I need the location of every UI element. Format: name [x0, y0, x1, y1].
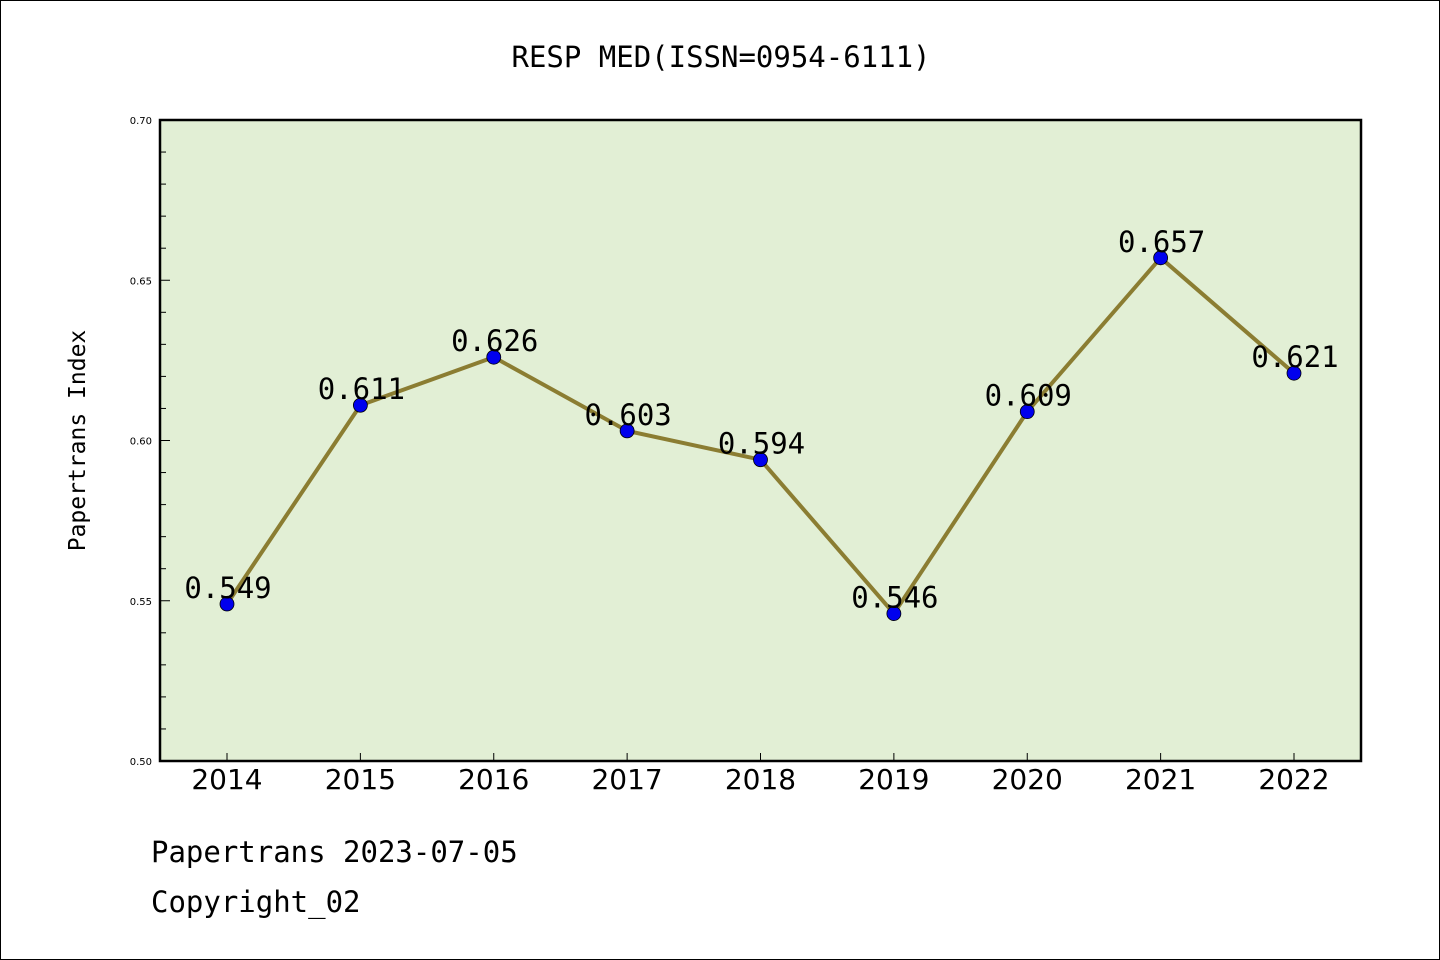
data-label: 0.594 [718, 427, 805, 461]
data-label: 0.549 [184, 571, 271, 605]
data-label: 0.621 [1251, 340, 1338, 374]
data-point-marker [1153, 250, 1169, 266]
y-axis-label: Papertrans Index [65, 330, 91, 552]
data-point-marker [1019, 404, 1035, 420]
x-tick-label: 2014 [191, 763, 262, 796]
data-label: 0.546 [851, 581, 938, 615]
data-point-marker [219, 596, 235, 612]
plot-area [160, 120, 1361, 761]
y-tick-label: 0.50 [130, 757, 152, 768]
data-label: 0.609 [985, 379, 1072, 413]
y-tick-label: 0.60 [130, 437, 152, 448]
footer-copyright-text: Copyright_02 [151, 885, 361, 919]
data-point-marker [619, 423, 635, 439]
x-tick-label: 2022 [1258, 763, 1329, 796]
data-label: 0.626 [451, 324, 538, 358]
data-label: 0.611 [318, 372, 405, 406]
x-tick-label: 2021 [1125, 763, 1196, 796]
data-point-marker [753, 452, 768, 468]
data-label: 0.657 [1118, 225, 1205, 259]
data-point-marker [352, 397, 368, 413]
footer-date-text: Papertrans 2023-07-05 [151, 835, 518, 869]
data-label: 0.603 [584, 398, 671, 432]
y-tick-label: 0.65 [130, 276, 152, 287]
y-tick-label: 0.55 [130, 597, 152, 608]
x-tick-label: 2018 [725, 763, 796, 796]
data-point-marker [1286, 365, 1302, 381]
x-tick-label: 2015 [325, 763, 396, 796]
x-tick-label: 2019 [858, 763, 929, 796]
chart-title: RESP MED(ISSN=0954-6111) [511, 40, 930, 74]
data-point-marker [486, 349, 502, 365]
data-point-marker [886, 606, 902, 621]
plot-border [158, 118, 1363, 763]
x-tick-label: 2017 [591, 763, 662, 796]
y-tick-label: 0.70 [130, 116, 152, 127]
x-tick-label: 2016 [458, 763, 529, 796]
x-tick-label: 2020 [992, 763, 1063, 796]
